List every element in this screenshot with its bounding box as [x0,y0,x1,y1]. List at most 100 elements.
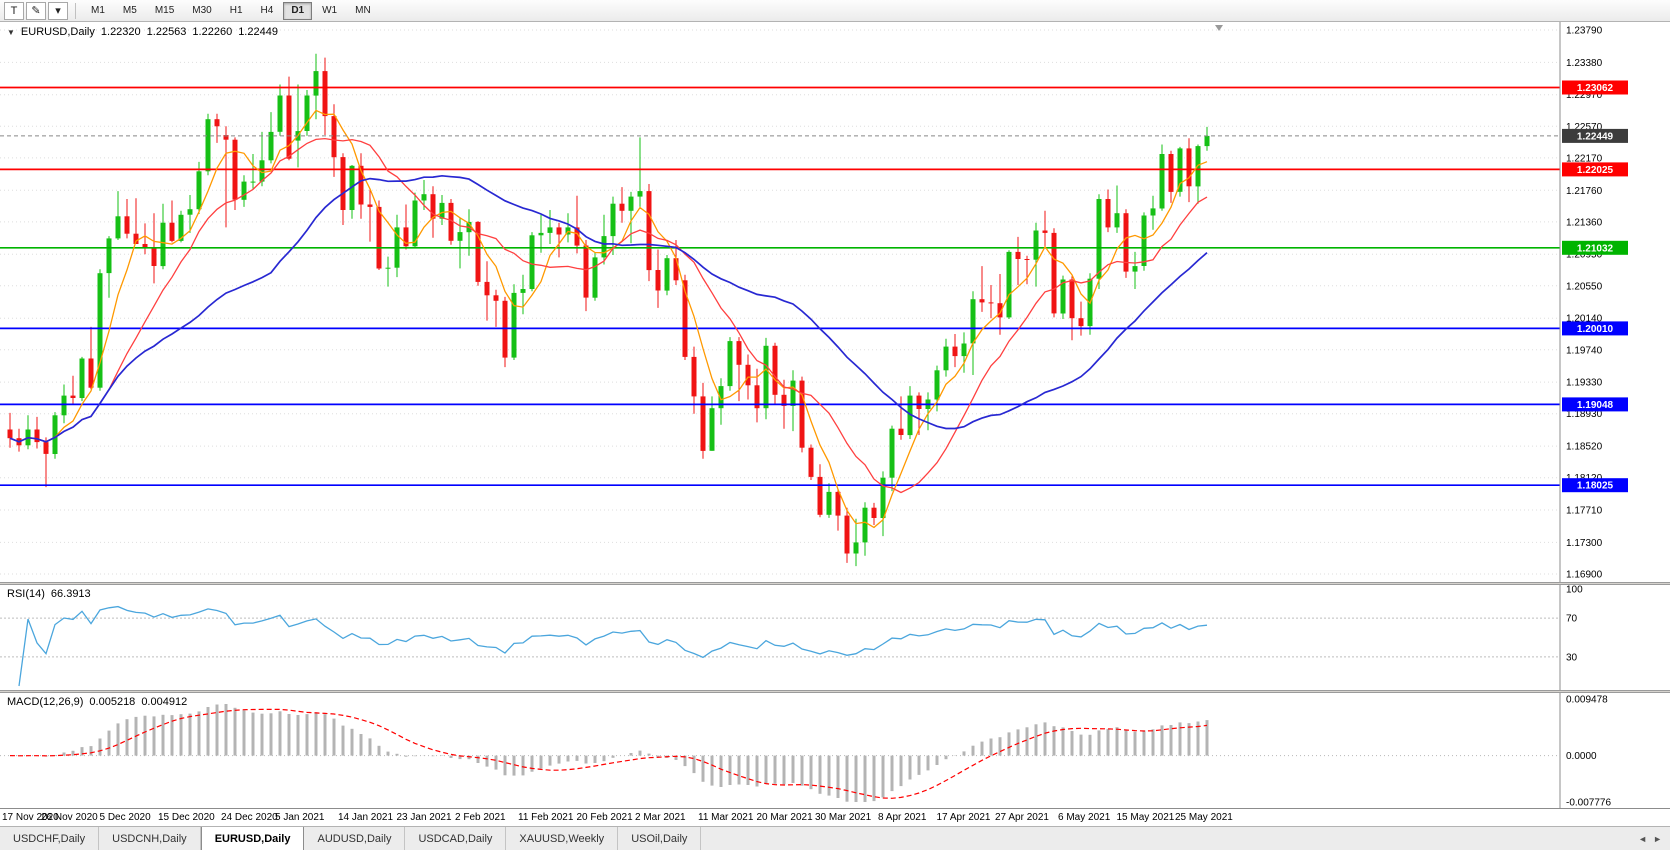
candle [538,232,544,236]
price-axis-label: 1.19330 [1566,378,1603,389]
candle [169,222,175,241]
timeframe-w1-button[interactable]: W1 [322,5,338,16]
tab-usoil-daily[interactable]: USOil,Daily [618,827,702,850]
candle [601,236,607,258]
chart-collapse-icon[interactable]: ▼ [7,27,15,37]
timeframe-m1-button[interactable]: M1 [91,5,105,16]
candle [853,542,859,554]
time-axis-label: 25 May 2021 [1175,812,1233,823]
price-level-badge-label: 1.23062 [1577,83,1614,94]
text-tool-button[interactable]: T [4,1,24,20]
candle [952,346,958,357]
timeframe-d1-button[interactable]: D1 [283,1,313,20]
timeframe-h1-button[interactable]: H1 [229,5,243,16]
candle [1141,215,1147,266]
candle [637,191,643,197]
time-axis[interactable]: 17 Nov 2020 26 Nov 2020 5 Dec 2020 15 Dec 2… [0,808,1670,826]
draw-tool-button[interactable]: ✎ [26,1,46,20]
tab-scroll-left-button[interactable]: ◄ [1638,833,1648,844]
price-level-badge-label: 1.22025 [1577,165,1614,176]
candle [682,280,688,357]
candle [79,358,85,398]
time-axis-label: 30 Mar 2021 [815,812,872,823]
macd-main-value: 0.005218 [89,696,136,708]
candle [556,227,562,235]
candle [97,273,103,388]
candle [1150,208,1156,216]
rsi-label: RSI(14) 66.3913 [7,588,91,600]
price-axis-label: 1.20550 [1566,281,1603,292]
candle [61,395,67,416]
candle [1024,259,1030,260]
time-axis-label: 8 Apr 2021 [878,812,927,823]
price-chart-canvas[interactable]: 1.23790 1.23380 1.22970 1.22570 1.22170 1.217… [0,22,1670,582]
rsi-indicator-value: 66.3913 [50,588,91,600]
rsi-axis-label: 30 [1566,652,1578,663]
candle [1069,279,1075,319]
tab-scroll-right-button[interactable]: ► [1653,833,1662,844]
candle [358,165,364,205]
rsi-axis-label: 70 [1566,614,1578,625]
candle [898,428,904,435]
time-axis-label: 6 May 2021 [1058,812,1111,823]
timeframe-m15-button[interactable]: M15 [154,5,175,16]
tools-dropdown-button[interactable]: ▾ [48,1,68,20]
rsi-line [18,605,1208,687]
candle [970,299,976,344]
macd-canvas: 0.009478 0.0000 -0.007776 [0,693,1611,808]
candle [223,135,229,140]
candle [205,119,211,172]
candle [340,157,346,210]
candle [475,221,481,282]
candle [646,191,652,271]
time-axis-label: 5 Jan 2021 [275,812,325,823]
candle [1186,148,1192,187]
candle [916,395,922,409]
chart-window: 1.23790 1.23380 1.22970 1.22570 1.22170 1.217… [0,22,1670,826]
price-axis-label: 1.17710 [1566,506,1603,517]
candle [133,233,139,244]
candle [268,131,274,161]
tab-audusd-daily[interactable]: AUDUSD,Daily [304,827,406,850]
macd-signal-line [9,708,1208,799]
price-level-badge [1562,162,1628,177]
timeframe-mn-button[interactable]: MN [355,5,371,16]
ohlc-low: 1.22260 [192,26,233,38]
tab-usdchf-daily[interactable]: USDCHF,Daily [0,827,100,850]
candle [1060,279,1066,314]
timeframe-m30-button[interactable]: M30 [192,5,212,16]
candle [259,160,265,182]
chart-shift-marker[interactable] [1215,25,1223,31]
candle [70,395,76,398]
price-axis-label: 1.23380 [1566,58,1603,69]
candle [367,204,373,207]
price-axis-label: 1.22970 [1566,90,1603,101]
pane-separator[interactable] [0,582,1670,585]
macd-indicator-pane[interactable]: 0.009478 0.0000 -0.007776 MACD(12,26,9) 0.… [0,693,1670,808]
candle [151,247,157,266]
tab-usdcad-daily[interactable]: USDCAD,Daily [405,827,507,850]
tab-usdcnh-daily[interactable]: USDCNH,Daily [99,827,201,850]
candle [1168,154,1174,192]
tab-eurusd-daily[interactable]: EURUSD,Daily [200,827,305,850]
candle [979,299,985,303]
candle [727,341,733,387]
time-axis-label: 27 Apr 2021 [995,812,1049,823]
candle [826,491,832,515]
timeframe-m5-button[interactable]: M5 [122,5,137,16]
ma-mid-line [9,137,1208,494]
macd-axis-label: 0.0000 [1566,751,1597,762]
rsi-indicator-pane[interactable]: 100 70 30 RSI(14) 66.3913 [0,585,1670,690]
price-axis-label: 1.20950 [1566,250,1603,261]
pane-separator[interactable] [0,690,1670,693]
candle [583,245,589,298]
toolbar-separator [75,2,76,19]
candle [610,203,616,237]
top-toolbar: T ✎ ▾ M1 M5 M15 M30 H1 H4 D1 W1 MN [0,0,1670,22]
main-chart-pane[interactable]: 1.23790 1.23380 1.22970 1.22570 1.22170 1.217… [0,22,1670,582]
candle [376,206,382,269]
candle [1033,230,1039,260]
macd-signal-value: 0.004912 [141,696,188,708]
tab-xauusd-weekly[interactable]: XAUUSD,Weekly [506,827,619,850]
timeframe-h4-button[interactable]: H4 [260,5,274,16]
